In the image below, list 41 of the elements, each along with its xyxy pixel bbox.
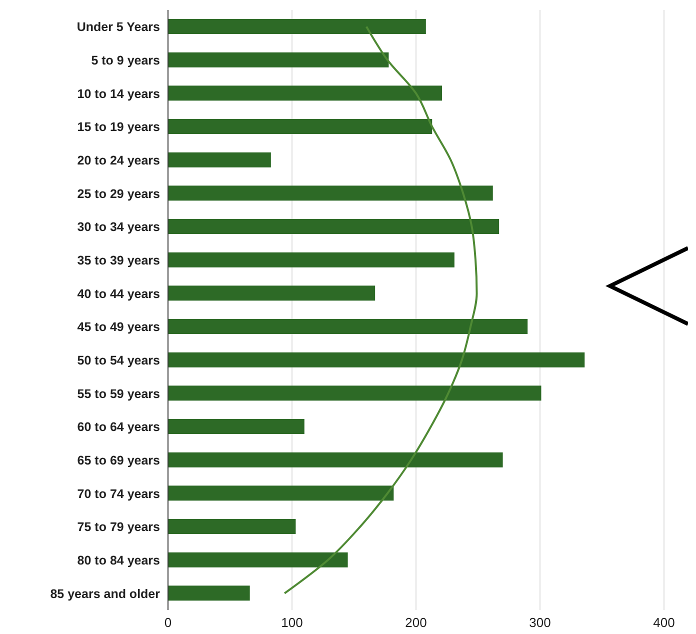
y-tick-label: 5 to 9 years	[91, 53, 160, 68]
y-tick-label: 75 to 79 years	[77, 520, 160, 534]
bar	[168, 219, 500, 234]
y-tick-label: 30 to 34 years	[77, 220, 160, 234]
x-tick-label: 200	[405, 615, 427, 630]
y-tick-label: 10 to 14 years	[77, 86, 160, 101]
y-tick-label: 20 to 24 years	[77, 153, 160, 168]
y-tick-label: 45 to 49 years	[77, 320, 160, 334]
bar	[168, 352, 585, 368]
bar	[168, 186, 493, 201]
bar	[168, 119, 432, 134]
bar	[168, 319, 528, 334]
bar	[168, 386, 542, 401]
y-tick-label: 35 to 39 years	[77, 253, 160, 268]
bar	[168, 452, 503, 468]
y-tick-label: 80 to 84 years	[77, 553, 160, 568]
bar	[168, 252, 454, 268]
bar	[168, 552, 348, 568]
bar	[168, 586, 250, 601]
bar	[168, 486, 394, 501]
x-tick-label: 300	[529, 615, 551, 630]
bar	[168, 86, 442, 101]
y-tick-label: Under 5 Years	[76, 20, 160, 34]
bar	[168, 19, 426, 34]
bar	[168, 286, 376, 301]
y-tick-label: 25 to 29 years	[77, 186, 160, 201]
x-tick-label: 400	[653, 615, 675, 630]
bar	[168, 52, 389, 68]
y-tick-label: 60 to 64 years	[77, 420, 160, 434]
bar	[168, 519, 296, 534]
x-tick-label: 100	[281, 615, 303, 630]
y-tick-label: 15 to 19 years	[77, 120, 160, 134]
x-tick-label: 0	[164, 615, 172, 630]
bar	[168, 419, 304, 434]
y-tick-label: 40 to 44 years	[77, 286, 160, 301]
bar	[168, 152, 271, 168]
y-tick-label: 65 to 69 years	[77, 453, 160, 468]
y-tick-label: 85 years and older	[50, 586, 160, 601]
y-tick-label: 55 to 59 years	[77, 386, 160, 401]
y-tick-label: 50 to 54 years	[77, 353, 160, 368]
y-tick-label: 70 to 74 years	[77, 486, 160, 501]
